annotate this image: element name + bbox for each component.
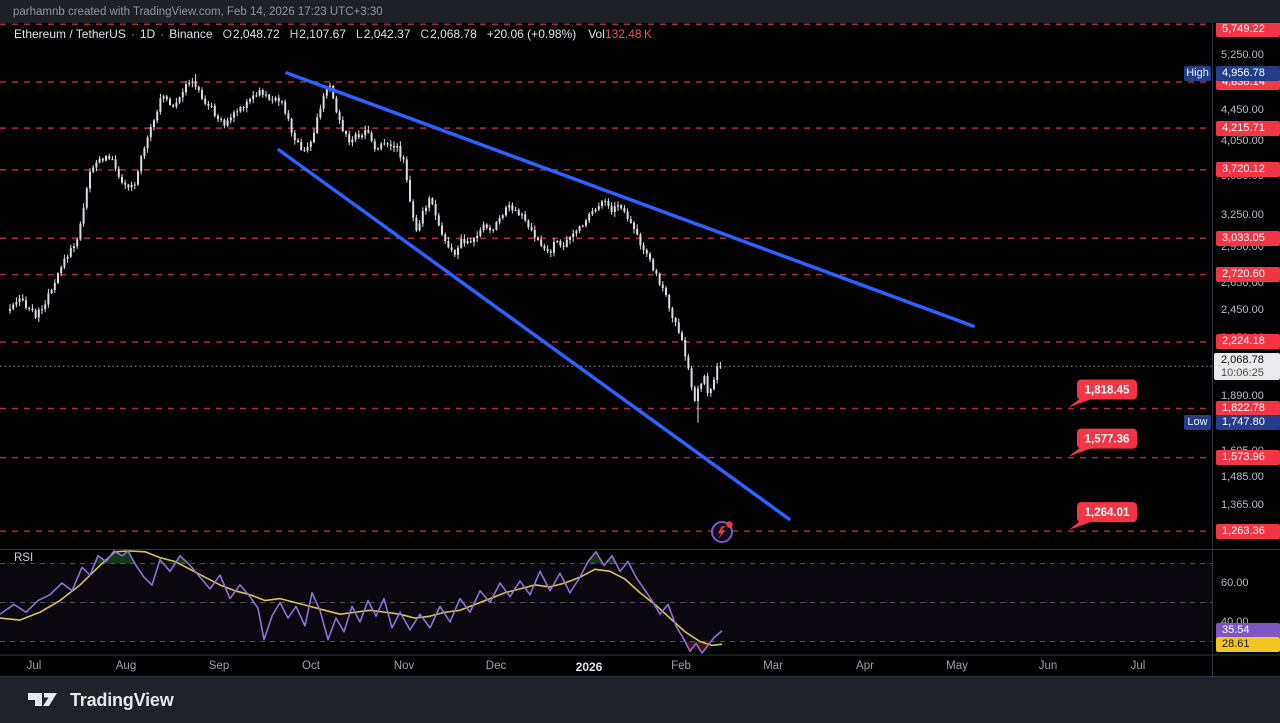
alert-price-badge[interactable]: 1,573.96 [1216, 450, 1280, 466]
alert-price-badge[interactable]: 5,749.22 [1216, 21, 1280, 37]
low-price-badge: 1,747.80 [1216, 415, 1280, 431]
price-tick-label: 3,250.00 [1221, 209, 1264, 222]
price-tick-label: 4,050.00 [1221, 135, 1264, 148]
ohlc-low: L2,042.37 [356, 27, 411, 41]
tradingview-brand-text[interactable]: TradingView [70, 689, 174, 710]
ohlc-open: O2,048.72 [222, 27, 280, 41]
time-axis-label[interactable]: Aug [115, 660, 137, 672]
time-axis-label[interactable]: Sep [208, 660, 230, 672]
price-tick-label: 1,890.00 [1221, 390, 1264, 403]
price-tick-label: 2,450.00 [1221, 303, 1264, 316]
low-tag-badge: Low [1184, 415, 1211, 431]
trendline[interactable] [277, 148, 791, 521]
ohlc-close: C2,068.78 [420, 27, 477, 41]
time-axis-label[interactable]: 2026 [575, 660, 603, 674]
rsi-value-badge-yellow: 28.61 [1216, 636, 1280, 652]
alert-callout-label[interactable]: 1,577.36 [1068, 428, 1138, 457]
time-axis-label[interactable]: Jul [26, 660, 42, 672]
current-price-value: 2,068.78 [1221, 354, 1264, 367]
time-axis-label[interactable]: Oct [302, 660, 320, 672]
alert-callout-price: 1,577.36 [1085, 434, 1130, 446]
time-axis-label[interactable]: Jun [1038, 660, 1058, 672]
alert-price-badge[interactable]: 1,263.36 [1216, 523, 1280, 539]
time-axis-label[interactable]: Apr [856, 660, 874, 672]
rsi-line[interactable] [0, 550, 723, 654]
symbol-title[interactable]: Ethereum / TetherUS [14, 27, 126, 41]
alert-callout-price: 1,264.01 [1085, 507, 1130, 519]
rsi-value-badge-purple: 35.54 [1216, 623, 1280, 639]
alert-bell-icon[interactable] [711, 521, 733, 543]
watermark-text: parhamnb created with TradingView.com, F… [13, 5, 383, 18]
watermark-bar: parhamnb created with TradingView.com, F… [0, 0, 1280, 23]
alert-callout-label[interactable]: 1,818.45 [1068, 379, 1138, 408]
time-axis-label[interactable]: Feb [671, 660, 691, 672]
price-tick-label: 1,485.00 [1221, 471, 1264, 484]
alert-price-badge[interactable]: 4,215.71 [1216, 120, 1280, 136]
rsi-overbought-fill [0, 551, 722, 564]
high-tag-badge: High [1184, 66, 1211, 82]
volume-value: Vol132.48 K [588, 27, 653, 41]
rsi-indicator-label[interactable]: RSI [14, 552, 34, 564]
tradingview-logo-icon[interactable] [27, 686, 61, 714]
alert-price-badge[interactable]: 3,720.12 [1216, 162, 1280, 178]
separator-dot: · [130, 27, 135, 41]
alert-price-badge[interactable]: 1,822.78 [1216, 401, 1280, 417]
bar-countdown: 10:06:25 [1221, 367, 1264, 380]
alert-price-badge[interactable]: 3,033.05 [1216, 230, 1280, 246]
change-value: +20.06 (+0.98%) [486, 27, 577, 41]
footer-bar: TradingView [0, 677, 1280, 723]
symbol-info-row[interactable]: Ethereum / TetherUS · 1D · Binance O2,04… [14, 27, 652, 41]
price-tick-label: 1,365.00 [1221, 499, 1264, 512]
alert-price-badge[interactable]: 2,720.60 [1216, 267, 1280, 283]
rsi-tick-label: 60.00 [1221, 577, 1249, 589]
current-price-badge[interactable]: 2,068.78 10:06:25 [1214, 353, 1280, 381]
time-axis-label[interactable]: Dec [485, 660, 507, 672]
trendline[interactable] [285, 71, 975, 328]
candlesticks [9, 73, 722, 423]
high-price-badge: 4,956.78 [1216, 66, 1280, 82]
exchange-label: Binance [169, 27, 213, 41]
alert-price-badge[interactable]: 2,224.18 [1216, 334, 1280, 350]
price-tick-label: 5,250.00 [1221, 48, 1264, 61]
alert-callout-price: 1,818.45 [1085, 385, 1130, 397]
ohlc-high: H2,107.67 [289, 27, 347, 41]
interval-label[interactable]: 1D [139, 27, 156, 41]
price-tick-label: 4,450.00 [1221, 103, 1264, 116]
time-axis-label[interactable]: Nov [393, 660, 415, 672]
time-axis-label[interactable]: Mar [763, 660, 783, 672]
time-axis-label[interactable]: May [946, 660, 968, 672]
separator-dot: · [160, 27, 165, 41]
alert-callout-label[interactable]: 1,264.01 [1068, 502, 1138, 531]
time-axis-label[interactable]: Jul [1130, 660, 1146, 672]
